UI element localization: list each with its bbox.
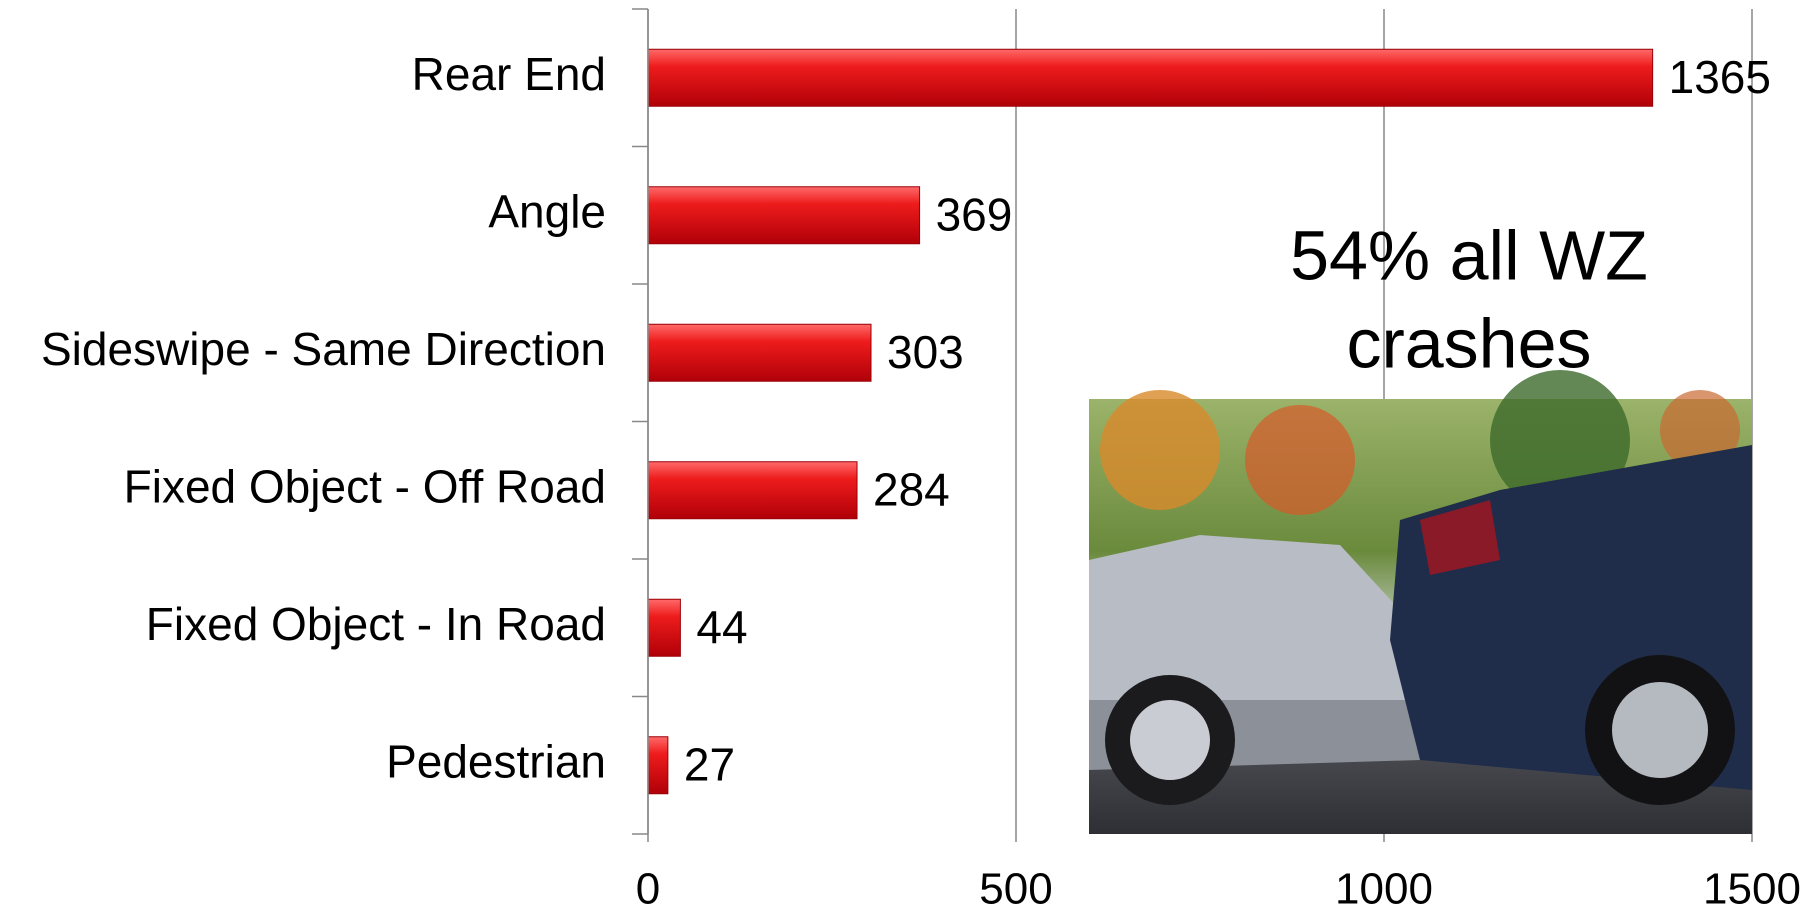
data-label: 27 [684, 738, 735, 790]
y-tick-label: Sideswipe - Same Direction [41, 323, 606, 375]
annotation: crashes [1346, 304, 1591, 382]
x-tick-label: 500 [979, 865, 1052, 914]
x-tick-label: 1000 [1335, 865, 1433, 914]
bar [647, 186, 921, 245]
y-tick-label: Angle [488, 185, 606, 237]
bar [647, 736, 669, 795]
y-tick-label: Pedestrian [386, 735, 606, 787]
data-label: 1365 [1669, 51, 1771, 103]
bar [647, 48, 1654, 107]
data-label: 44 [696, 601, 747, 653]
y-tick-label: Fixed Object - Off Road [124, 460, 606, 512]
bar [647, 323, 872, 382]
bar [647, 598, 681, 657]
x-tick-label: 0 [636, 865, 660, 914]
data-label: 303 [887, 326, 964, 378]
annotation: 54% all WZ [1290, 216, 1648, 294]
x-tick-label: 1500 [1703, 865, 1801, 914]
crash-photo [1089, 370, 1752, 834]
data-label: 369 [936, 188, 1013, 240]
data-label: 284 [873, 463, 950, 515]
y-tick-label: Fixed Object - In Road [146, 598, 606, 650]
y-tick-label: Rear End [412, 48, 606, 100]
bar [647, 461, 858, 520]
